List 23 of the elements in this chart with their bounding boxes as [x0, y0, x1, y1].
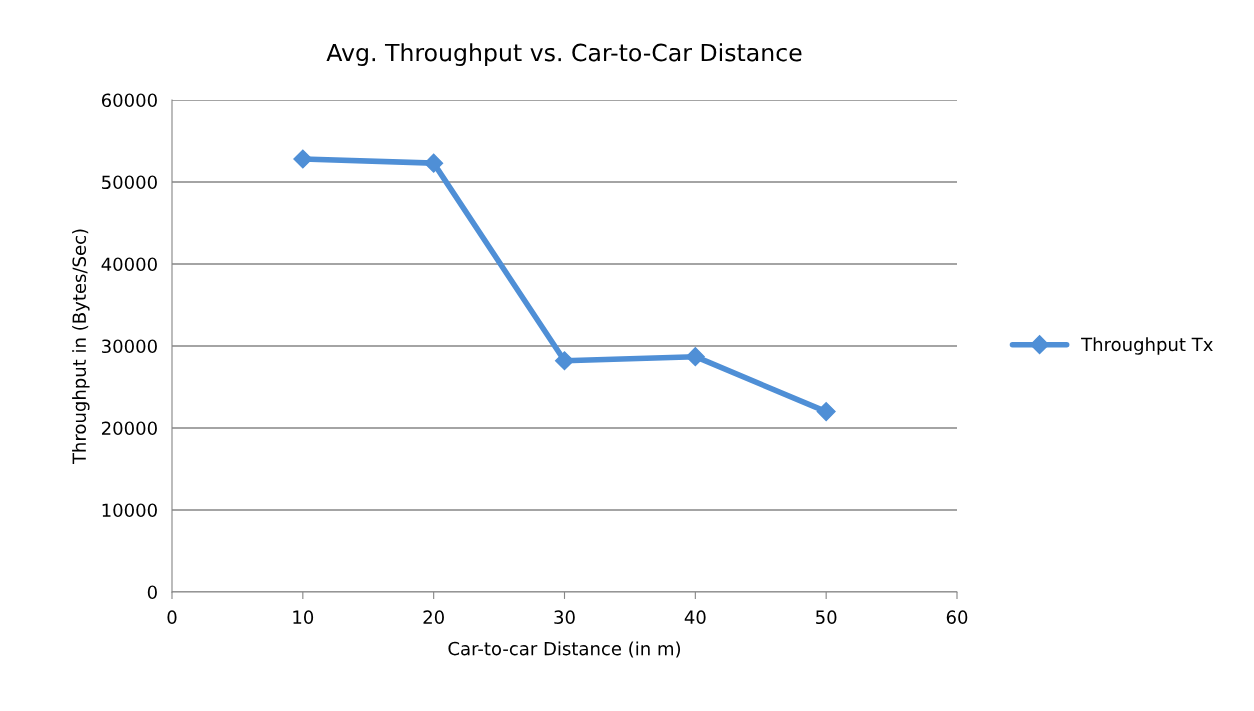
- x-axis-title: Car-to-car Distance (in m): [448, 641, 681, 658]
- x-tick-label: 10: [293, 610, 314, 625]
- x-tick-label: 20: [423, 610, 444, 625]
- x-tick-label: 30: [554, 610, 575, 625]
- y-tick-label: 0: [147, 585, 157, 600]
- legend-label: Throughput Tx: [1081, 337, 1213, 355]
- x-tick-label: 50: [816, 610, 837, 625]
- y-tick-label: 40000: [101, 257, 157, 272]
- point: [685, 347, 705, 367]
- x-tick-label: 60: [946, 610, 968, 625]
- point: [424, 153, 444, 173]
- x-tick-label: 40: [684, 610, 706, 625]
- chart-title: Avg. Throughput vs. Car-to-Car Distance: [326, 43, 802, 67]
- y-tick-label: 30000: [102, 339, 157, 354]
- point: [293, 149, 313, 169]
- point: [816, 402, 836, 422]
- y-tick-label: 60000: [101, 93, 157, 108]
- y-tick-label: 10000: [102, 503, 157, 518]
- point: [554, 351, 575, 371]
- y-tick-label: 20000: [102, 421, 157, 436]
- y-axis-title: Throughput in (Bytes/Sec): [72, 229, 90, 465]
- x-tick-label: 0: [167, 610, 177, 625]
- y-tick-label: 50000: [102, 175, 157, 190]
